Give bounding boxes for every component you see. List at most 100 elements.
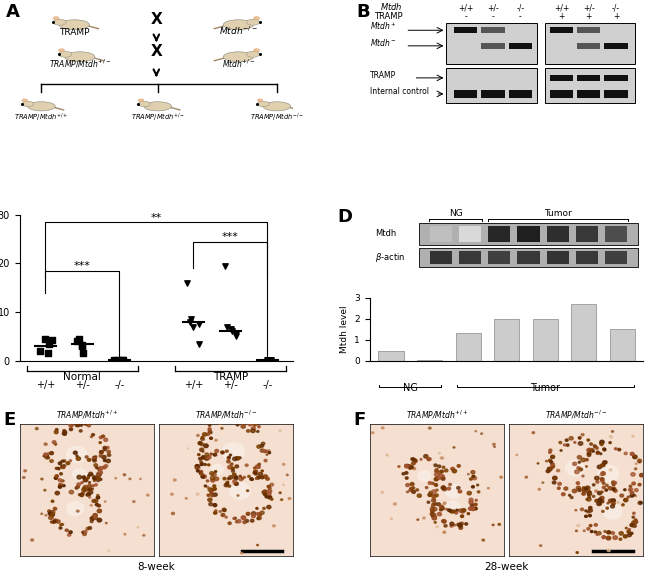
Ellipse shape <box>239 457 241 459</box>
Ellipse shape <box>460 510 465 513</box>
Ellipse shape <box>100 472 102 474</box>
Ellipse shape <box>55 467 58 469</box>
Ellipse shape <box>406 491 408 493</box>
Ellipse shape <box>45 515 47 516</box>
Ellipse shape <box>94 516 96 518</box>
Ellipse shape <box>243 477 246 478</box>
Ellipse shape <box>254 470 257 473</box>
Ellipse shape <box>270 483 274 486</box>
Ellipse shape <box>605 489 608 491</box>
Ellipse shape <box>532 432 534 434</box>
Ellipse shape <box>439 474 443 477</box>
Ellipse shape <box>171 493 173 495</box>
Text: $TRAMP/Mtdh^{+/-}$: $TRAMP/Mtdh^{+/-}$ <box>131 111 185 124</box>
Ellipse shape <box>592 450 595 452</box>
Bar <box>447 68 537 104</box>
Ellipse shape <box>577 467 580 469</box>
Ellipse shape <box>471 507 475 510</box>
Text: E: E <box>3 411 16 429</box>
Ellipse shape <box>262 490 266 494</box>
Ellipse shape <box>231 470 235 472</box>
Ellipse shape <box>90 504 92 506</box>
Ellipse shape <box>209 424 211 426</box>
Point <box>185 317 195 327</box>
Text: B: B <box>356 3 370 21</box>
Bar <box>576 226 598 242</box>
Ellipse shape <box>99 436 102 439</box>
Ellipse shape <box>202 437 203 438</box>
Text: -/-: -/- <box>516 3 525 12</box>
Ellipse shape <box>601 472 605 475</box>
Ellipse shape <box>550 469 552 471</box>
Ellipse shape <box>233 473 236 476</box>
Ellipse shape <box>267 492 271 495</box>
Ellipse shape <box>138 99 144 102</box>
Ellipse shape <box>264 493 266 496</box>
Ellipse shape <box>596 481 599 483</box>
Ellipse shape <box>445 501 460 513</box>
Ellipse shape <box>578 442 583 445</box>
Ellipse shape <box>83 490 86 492</box>
Ellipse shape <box>147 494 149 496</box>
Ellipse shape <box>566 460 584 476</box>
Ellipse shape <box>58 486 62 488</box>
Ellipse shape <box>97 494 99 496</box>
Ellipse shape <box>35 427 38 430</box>
Text: Mtdh: Mtdh <box>375 229 396 239</box>
Ellipse shape <box>432 494 436 498</box>
Ellipse shape <box>268 452 270 454</box>
Ellipse shape <box>471 471 475 474</box>
Ellipse shape <box>469 498 473 501</box>
Ellipse shape <box>600 474 602 476</box>
Ellipse shape <box>200 470 203 473</box>
Ellipse shape <box>210 492 213 494</box>
Ellipse shape <box>52 521 55 523</box>
Ellipse shape <box>201 475 205 478</box>
Ellipse shape <box>386 454 388 456</box>
Ellipse shape <box>55 475 58 478</box>
Ellipse shape <box>257 466 260 468</box>
Text: +/+: +/+ <box>458 3 473 12</box>
Ellipse shape <box>106 459 110 463</box>
Ellipse shape <box>472 475 475 478</box>
Ellipse shape <box>414 460 417 463</box>
Ellipse shape <box>588 492 592 496</box>
Ellipse shape <box>254 467 256 469</box>
Ellipse shape <box>58 484 62 487</box>
Ellipse shape <box>570 496 573 499</box>
Ellipse shape <box>82 532 84 533</box>
Ellipse shape <box>200 463 203 466</box>
Ellipse shape <box>422 517 425 519</box>
Ellipse shape <box>587 497 591 501</box>
Ellipse shape <box>266 454 268 455</box>
Ellipse shape <box>104 464 108 467</box>
Ellipse shape <box>586 489 590 493</box>
Ellipse shape <box>432 503 435 505</box>
Ellipse shape <box>283 484 285 486</box>
Ellipse shape <box>460 528 462 529</box>
Ellipse shape <box>261 476 264 479</box>
Ellipse shape <box>59 483 62 486</box>
Ellipse shape <box>66 446 86 463</box>
Ellipse shape <box>224 20 254 30</box>
Ellipse shape <box>460 515 463 518</box>
Ellipse shape <box>471 504 474 507</box>
Ellipse shape <box>471 486 474 488</box>
Ellipse shape <box>471 508 474 511</box>
Ellipse shape <box>90 516 95 521</box>
Ellipse shape <box>602 536 606 538</box>
Ellipse shape <box>211 464 224 475</box>
Ellipse shape <box>233 480 236 483</box>
Ellipse shape <box>51 515 53 517</box>
Ellipse shape <box>417 494 421 497</box>
Ellipse shape <box>62 480 64 482</box>
Ellipse shape <box>428 482 432 485</box>
Ellipse shape <box>96 475 99 477</box>
Ellipse shape <box>435 494 438 497</box>
Ellipse shape <box>254 49 259 52</box>
Ellipse shape <box>460 523 461 525</box>
Ellipse shape <box>435 468 438 471</box>
Point <box>222 322 232 331</box>
Ellipse shape <box>465 523 467 525</box>
Bar <box>604 43 628 49</box>
